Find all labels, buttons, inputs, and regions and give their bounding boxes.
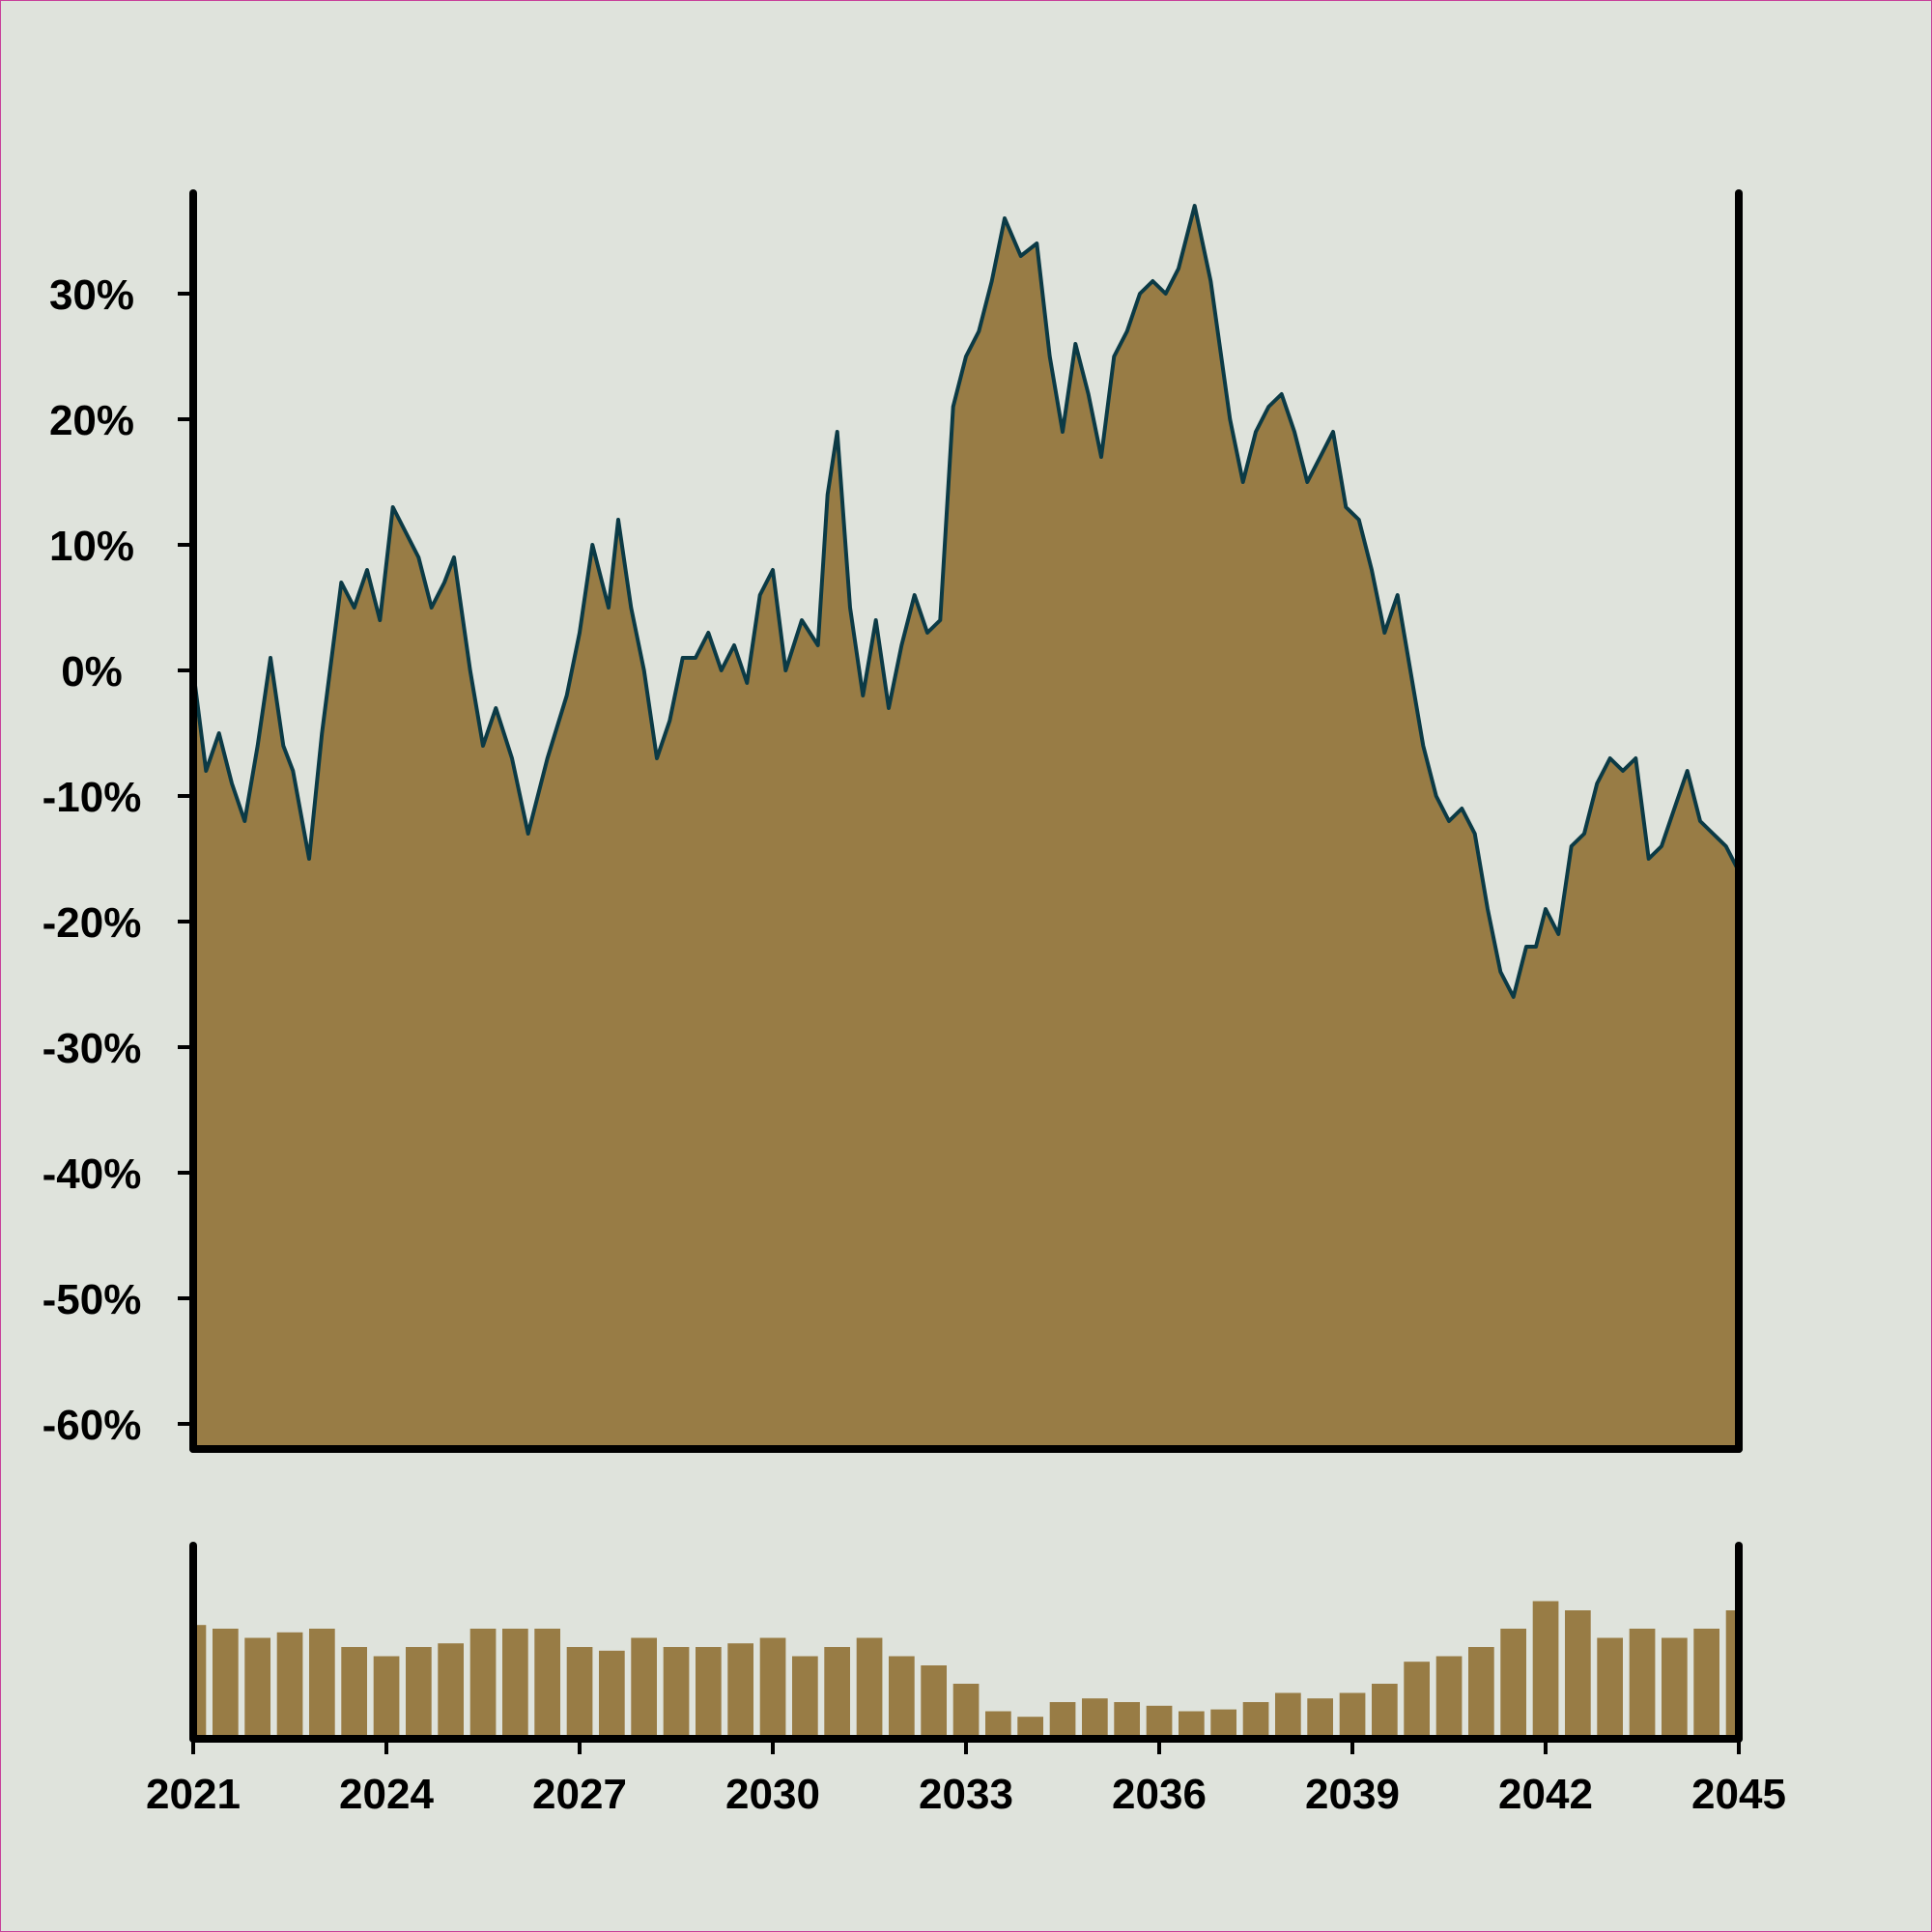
x-tick-label: 2033 bbox=[919, 1771, 1013, 1818]
volume-bar bbox=[1597, 1637, 1623, 1739]
volume-bar bbox=[1114, 1702, 1140, 1739]
volume-bar bbox=[1049, 1702, 1076, 1739]
volume-bar bbox=[566, 1647, 593, 1739]
volume-bar bbox=[792, 1656, 818, 1739]
volume-bar bbox=[759, 1637, 786, 1739]
volume-bar-plot bbox=[197, 1601, 1735, 1739]
volume-bar bbox=[197, 1625, 207, 1739]
volume-bar bbox=[824, 1647, 850, 1739]
volume-bar bbox=[1210, 1709, 1236, 1739]
y-tick-label: 10% bbox=[49, 523, 134, 570]
y-tick-label: -30% bbox=[43, 1025, 142, 1072]
volume-bar bbox=[856, 1637, 883, 1739]
volume-bar bbox=[1082, 1698, 1108, 1739]
volume-bar bbox=[1242, 1702, 1269, 1739]
volume-bar bbox=[341, 1647, 367, 1739]
volume-bar bbox=[599, 1650, 625, 1739]
y-tick-label: -10% bbox=[43, 774, 142, 821]
volume-bar bbox=[1629, 1629, 1656, 1739]
y-tick-label: 20% bbox=[49, 397, 134, 444]
volume-bar bbox=[663, 1647, 690, 1739]
y-tick-label: -60% bbox=[43, 1402, 142, 1449]
volume-bar bbox=[1179, 1711, 1205, 1739]
y-tick-label: -50% bbox=[43, 1276, 142, 1323]
volume-bar bbox=[534, 1629, 560, 1739]
volume-bar bbox=[502, 1629, 528, 1739]
volume-bar bbox=[1339, 1692, 1366, 1739]
area-fill bbox=[193, 206, 1739, 1449]
volume-bar bbox=[1435, 1656, 1463, 1739]
x-tick-label: 2027 bbox=[532, 1771, 627, 1818]
x-tick-label: 2024 bbox=[339, 1771, 434, 1818]
volume-bar bbox=[469, 1629, 497, 1739]
volume-bar bbox=[696, 1647, 722, 1739]
volume-bar bbox=[921, 1665, 947, 1739]
volume-bar bbox=[1404, 1662, 1430, 1739]
volume-bar bbox=[1500, 1629, 1526, 1739]
volume-bar bbox=[438, 1643, 464, 1739]
x-tick-label: 2021 bbox=[146, 1771, 241, 1818]
volume-bar bbox=[1725, 1610, 1735, 1739]
volume-bar bbox=[727, 1643, 753, 1739]
area-series-line bbox=[191, 204, 1741, 999]
y-tick-label: 30% bbox=[49, 271, 134, 319]
volume-bar bbox=[1017, 1717, 1043, 1739]
volume-bar bbox=[1693, 1629, 1719, 1739]
x-tick-label: 2036 bbox=[1112, 1771, 1207, 1818]
volume-bar bbox=[631, 1637, 657, 1739]
volume-bar bbox=[1372, 1684, 1398, 1739]
volume-bar bbox=[1565, 1610, 1591, 1739]
x-tick-label: 2045 bbox=[1691, 1771, 1786, 1818]
volume-bar bbox=[309, 1629, 335, 1739]
x-axis-ticks: 2021 2024 2027 2030 2033 2036 2039 2042 2045 bbox=[146, 1739, 1786, 1818]
volume-bar bbox=[1468, 1647, 1494, 1739]
volume-bar bbox=[952, 1684, 980, 1739]
y-tick-label: -40% bbox=[43, 1151, 142, 1198]
volume-bar bbox=[985, 1711, 1011, 1739]
y-axis-ticks: -60% -50% -40% -30% -20% -10% 0% 10% 20% 30% bbox=[43, 271, 193, 1449]
x-tick-label: 2039 bbox=[1305, 1771, 1400, 1818]
volume-bar bbox=[244, 1637, 270, 1739]
volume-bar bbox=[406, 1647, 432, 1739]
volume-bar bbox=[1275, 1692, 1301, 1739]
volume-bar bbox=[1307, 1698, 1333, 1739]
x-tick-label: 2030 bbox=[725, 1771, 820, 1818]
y-tick-label: -20% bbox=[43, 899, 142, 947]
volume-bar bbox=[889, 1656, 915, 1739]
volume-bar bbox=[1532, 1601, 1559, 1739]
volume-bar bbox=[276, 1632, 303, 1739]
volume-bar bbox=[213, 1629, 239, 1739]
volume-bar bbox=[1146, 1705, 1173, 1739]
main-area-plot bbox=[191, 204, 1741, 1449]
x-tick-label: 2042 bbox=[1498, 1771, 1593, 1818]
volume-bar bbox=[1662, 1637, 1688, 1739]
y-tick-label: 0% bbox=[61, 648, 123, 696]
volume-bar bbox=[373, 1656, 400, 1739]
